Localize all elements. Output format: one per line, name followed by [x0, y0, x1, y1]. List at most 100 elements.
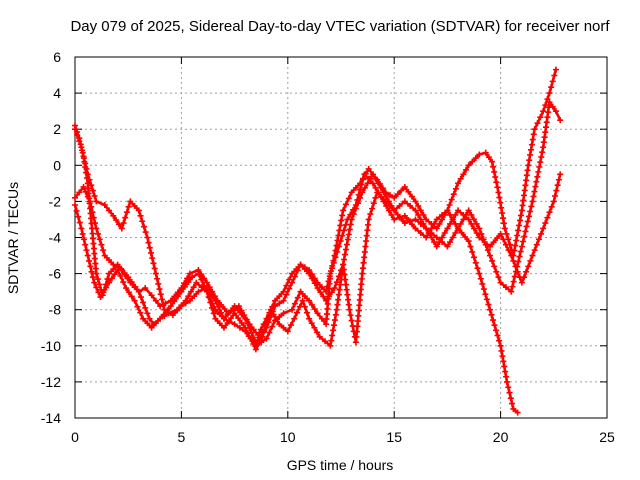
- interpolated-marker: [506, 241, 513, 248]
- interpolated-marker: [523, 177, 530, 184]
- interpolated-marker: [431, 239, 438, 246]
- interpolated-marker: [523, 172, 530, 179]
- interpolated-marker: [542, 124, 549, 131]
- interpolated-marker: [76, 219, 83, 226]
- data-point-marker: [495, 189, 502, 196]
- interpolated-marker: [331, 317, 338, 324]
- interpolated-marker: [357, 291, 364, 298]
- interpolated-marker: [544, 214, 551, 221]
- interpolated-marker: [82, 160, 89, 167]
- interpolated-marker: [134, 303, 141, 310]
- interpolated-marker: [344, 291, 351, 298]
- interpolated-marker: [519, 202, 526, 209]
- data-point-marker: [169, 312, 176, 319]
- data-point-marker: [297, 288, 304, 295]
- interpolated-marker: [525, 213, 532, 220]
- data-point-marker: [374, 176, 381, 183]
- interpolated-marker: [276, 293, 283, 300]
- data-point-marker: [231, 310, 238, 317]
- interpolated-marker: [294, 294, 301, 301]
- data-point-marker: [433, 225, 440, 232]
- interpolated-marker: [294, 267, 301, 274]
- data-point-marker: [518, 207, 525, 214]
- interpolated-marker: [355, 312, 362, 319]
- interpolated-marker: [469, 158, 476, 165]
- interpolated-marker: [90, 245, 97, 252]
- interpolated-marker: [552, 192, 559, 199]
- interpolated-marker: [125, 289, 132, 296]
- data-point-marker: [167, 303, 174, 310]
- interpolated-marker: [335, 232, 342, 239]
- interpolated-marker: [269, 308, 276, 315]
- data-point-marker: [412, 198, 419, 205]
- interpolated-marker: [515, 258, 522, 265]
- data-point-marker: [444, 243, 451, 250]
- interpolated-marker: [367, 211, 374, 218]
- data-point-marker: [157, 303, 164, 310]
- interpolated-marker: [90, 214, 97, 221]
- interpolated-marker: [517, 248, 524, 255]
- interpolated-marker: [485, 154, 492, 161]
- interpolated-marker: [326, 273, 333, 280]
- interpolated-marker: [348, 317, 355, 324]
- interpolated-marker: [378, 193, 385, 200]
- interpolated-marker: [340, 266, 347, 273]
- data-point-marker: [423, 225, 430, 232]
- interpolated-marker: [500, 220, 507, 227]
- data-point-marker: [486, 252, 493, 259]
- interpolated-marker: [327, 268, 334, 275]
- data-point-marker: [101, 252, 108, 259]
- interpolated-marker: [161, 313, 168, 320]
- data-point-marker: [401, 212, 408, 219]
- data-point-marker: [316, 333, 323, 340]
- interpolated-marker: [450, 191, 457, 198]
- data-point-marker: [344, 216, 351, 223]
- interpolated-marker: [553, 187, 560, 194]
- interpolated-marker: [365, 221, 372, 228]
- data-point-marker: [280, 288, 287, 295]
- interpolated-marker: [407, 202, 414, 209]
- interpolated-marker: [364, 180, 371, 187]
- interpolated-marker: [131, 284, 138, 291]
- data-point-marker: [340, 207, 347, 214]
- interpolated-marker: [499, 353, 506, 360]
- data-point-marker: [550, 198, 557, 205]
- interpolated-marker: [520, 238, 527, 245]
- data-point-marker: [557, 171, 564, 178]
- interpolated-marker: [514, 232, 521, 239]
- interpolated-marker: [362, 170, 369, 177]
- interpolated-marker: [549, 78, 556, 85]
- data-point-marker: [291, 315, 298, 322]
- interpolated-marker: [428, 220, 435, 227]
- interpolated-marker: [347, 211, 354, 218]
- interpolated-marker: [533, 241, 540, 248]
- interpolated-marker: [507, 395, 514, 402]
- data-point-marker: [323, 321, 330, 328]
- interpolated-marker: [113, 217, 120, 224]
- interpolated-marker: [527, 208, 534, 215]
- interpolated-marker: [417, 220, 424, 227]
- data-point-marker: [476, 234, 483, 241]
- interpolated-marker: [415, 211, 422, 218]
- interpolated-marker: [462, 233, 469, 240]
- data-point-marker: [123, 285, 130, 292]
- interpolated-marker: [360, 259, 367, 266]
- interpolated-marker: [221, 306, 228, 313]
- data-point-marker: [508, 288, 515, 295]
- interpolated-marker: [372, 184, 379, 191]
- data-point-marker: [503, 378, 510, 385]
- interpolated-marker: [84, 193, 91, 200]
- interpolated-marker: [125, 203, 132, 210]
- interpolated-marker: [537, 159, 544, 166]
- interpolated-marker: [329, 332, 336, 339]
- interpolated-marker: [345, 195, 352, 202]
- interpolated-marker: [472, 155, 479, 162]
- interpolated-marker: [514, 263, 521, 270]
- data-point-marker: [531, 126, 538, 133]
- interpolated-marker: [334, 237, 341, 244]
- interpolated-marker: [301, 303, 308, 310]
- data-point-marker: [110, 261, 117, 268]
- interpolated-marker: [235, 315, 242, 322]
- interpolated-marker: [535, 168, 542, 175]
- interpolated-marker: [91, 192, 98, 199]
